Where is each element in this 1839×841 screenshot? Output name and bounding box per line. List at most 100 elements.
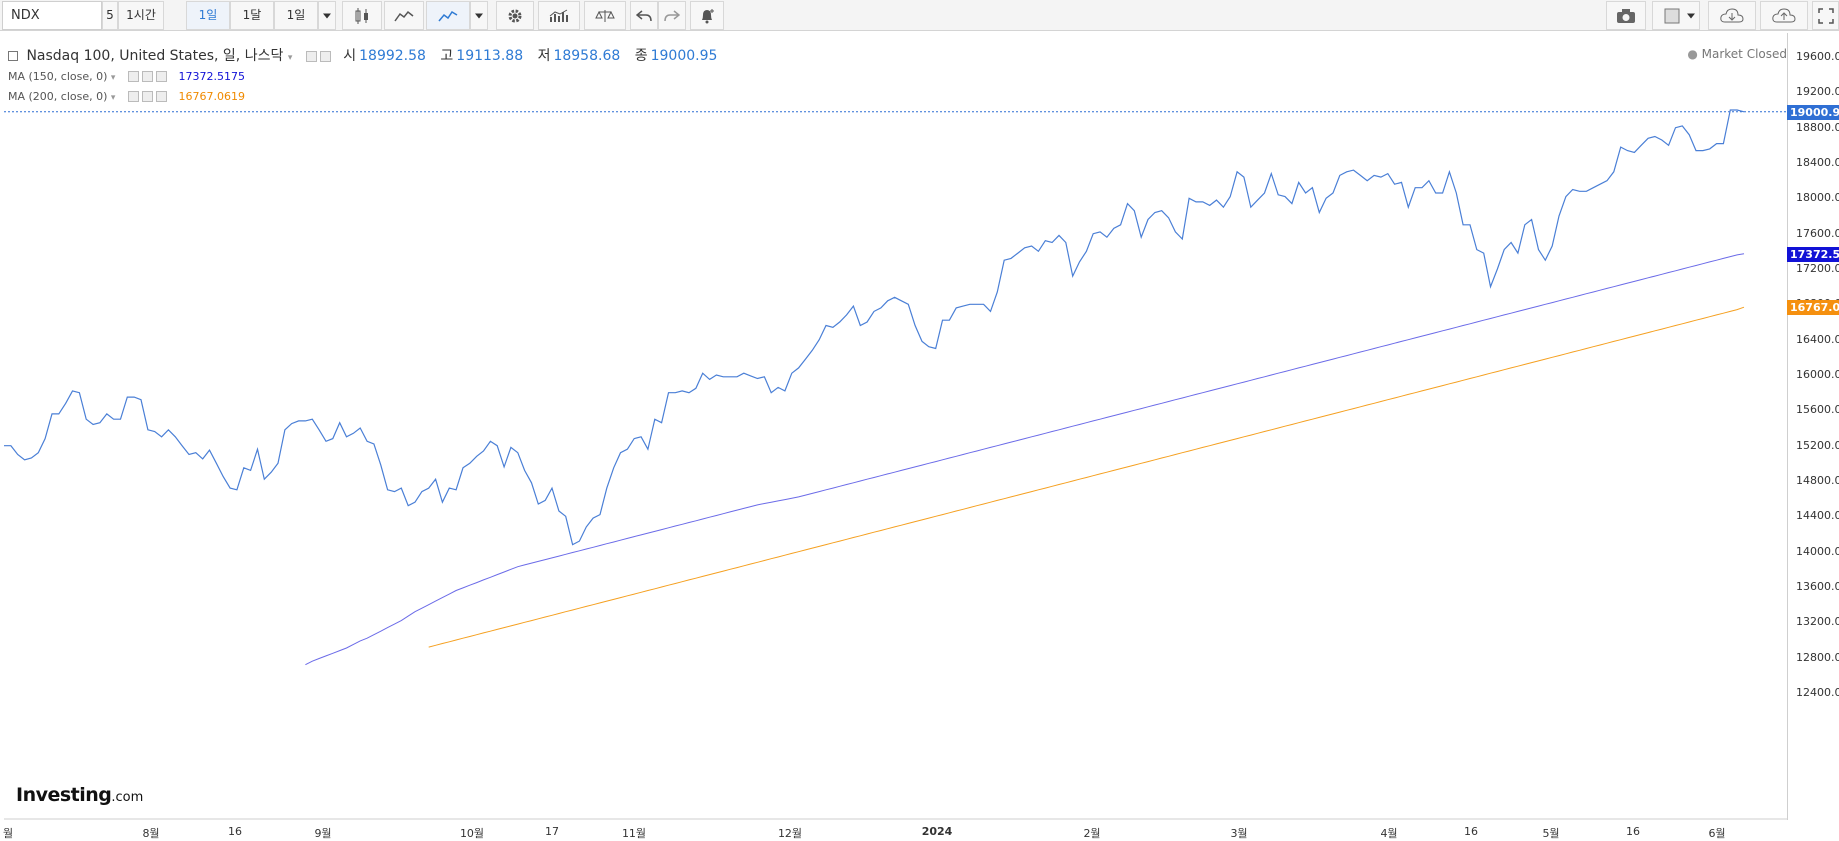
y-tick-label: 17200.00 [1796,262,1839,275]
fullscreen-icon [1817,7,1834,24]
y-tick-label: 13600.00 [1796,580,1839,593]
redo-icon [664,9,680,21]
scale-icon [595,9,615,22]
ma200-legend: MA (200, close, 0) ▾ 16767.0619 [8,89,245,105]
gear-icon [508,9,522,22]
line-chart-button[interactable] [426,1,470,30]
y-tick-label: 19600.00 [1796,50,1839,63]
x-tick-label: 6월 [1708,827,1726,840]
y-tick-label: 12800.00 [1796,650,1839,664]
chevron-down-icon[interactable]: ▾ [110,93,116,103]
y-tick-label: 18800.00 [1796,120,1839,134]
x-tick-label: 4월 [1380,827,1398,840]
chevron-down-icon [1686,13,1695,18]
ma200-badge: 16767.06 [1787,300,1839,316]
last-price-badge: 19000.95 [1787,104,1839,120]
low-value: 18958.68 [553,48,621,64]
x-tick-label: 16 [1626,825,1640,838]
interval-5-button[interactable]: 5 [102,1,118,30]
chevron-down-icon[interactable]: ▾ [287,53,293,63]
interval-1h-button[interactable]: 1시간 [118,1,164,30]
y-tick-label: 14800.00 [1796,474,1839,487]
market-status: ● Market Closed [1687,47,1787,61]
y-tick-label: 17600.00 [1796,226,1839,240]
ma150-value: 17372.5175 [178,70,245,83]
interval-1d-button[interactable]: 1일 [186,1,230,30]
close-icon[interactable] [155,71,167,82]
gear-icon[interactable] [141,71,153,82]
investing-logo: Investing.com [16,784,144,806]
settings-button[interactable] [496,1,534,30]
fullscreen-button[interactable] [1812,1,1839,30]
interval-dropdown-button[interactable] [318,1,336,30]
ma200-value: 16767.0619 [178,90,245,103]
ma200-label: MA (200, close, 0) [8,90,108,103]
y-tick-label: 19200.00 [1796,85,1839,99]
interval-custom-button[interactable]: 1일 [274,1,318,30]
symbol-input[interactable]: NDX [2,1,102,30]
line-chart-icon [438,10,458,21]
eye-icon[interactable] [127,71,139,82]
x-tick-label: 12월 [777,827,803,840]
area-chart-button[interactable] [384,1,424,30]
x-tick-label: 8월 [142,827,160,840]
market-status-text: Market Closed [1701,47,1787,61]
y-tick-label: 13200.00 [1796,615,1839,629]
gear-icon[interactable] [141,91,153,102]
undo-icon [636,9,652,21]
redo-button[interactable] [658,1,686,30]
candlestick-icon [355,7,368,24]
alert-button[interactable] [690,1,724,30]
close-label: 종 [634,48,648,64]
y-tick-label: 18400.00 [1796,156,1839,169]
eye-icon[interactable] [127,91,139,102]
chart-legend: Nasdaq 100, United States, 일, 나스닥 ▾ 시 189… [8,46,727,66]
save-cloud-button[interactable] [1760,1,1808,30]
ma150-legend: MA (150, close, 0) ▾ 17372.5175 [8,69,245,85]
close-value: 19000.95 [650,48,718,64]
eye-icon[interactable] [305,51,317,62]
load-cloud-button[interactable] [1708,1,1756,30]
price-chart[interactable] [4,33,1787,820]
open-value: 18992.58 [359,48,426,64]
close-icon[interactable] [155,91,167,102]
high-label: 고 [440,48,454,64]
layout-dropdown[interactable] [1682,1,1700,30]
x-tick-label: 월 [2,827,14,840]
collapse-legend-icon[interactable] [8,51,18,61]
y-tick-label: 14000.00 [1796,544,1839,558]
gear-icon[interactable] [319,51,331,62]
square-icon [1664,8,1680,23]
x-tick-label: 2024 [921,825,953,838]
undo-button[interactable] [630,1,658,30]
compare-button[interactable] [584,1,626,30]
x-tick-label: 9월 [314,827,332,840]
x-tick-label: 5월 [1542,827,1560,840]
y-tick-label: 15200.00 [1796,438,1839,452]
camera-icon [1617,8,1635,23]
y-tick-label: 15600.00 [1796,403,1839,417]
chevron-down-icon[interactable]: ▾ [110,73,116,83]
interval-1w-button[interactable]: 1달 [230,1,274,30]
y-tick-label: 16400.00 [1796,332,1839,346]
instrument-title: Nasdaq 100, United States, 일, 나스닥 [26,48,284,64]
low-label: 저 [537,48,551,64]
price-axis[interactable] [1787,33,1839,820]
screenshot-button[interactable] [1606,1,1646,30]
indicators-button[interactable] [538,1,580,30]
x-tick-label: 16 [1464,825,1478,838]
ma150-line [305,253,1745,666]
x-tick-label: 2월 [1083,827,1101,840]
y-tick-label: 16000.00 [1796,368,1839,381]
x-tick-label: 3월 [1230,827,1248,840]
area-chart-icon [394,10,414,21]
candlestick-button[interactable] [342,1,382,30]
chart-type-dropdown[interactable] [470,1,488,30]
ma150-badge: 17372.52 [1787,246,1839,262]
indicators-icon [549,9,568,22]
ma200-line [428,306,1745,648]
high-value: 19113.88 [456,48,524,64]
cloud-upload-icon [1772,7,1796,22]
status-dot-icon: ● [1687,47,1698,61]
open-label: 시 [343,48,357,64]
